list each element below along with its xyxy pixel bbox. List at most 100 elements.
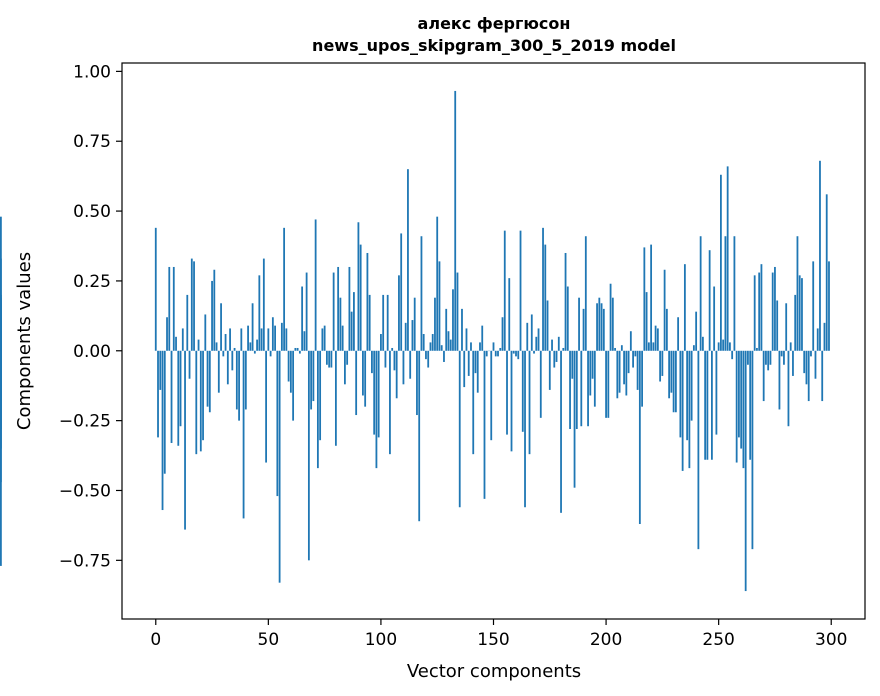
bar-60 [289,350,292,393]
bar-17 [193,261,195,351]
bar-267 [756,347,758,351]
bar-53 [274,325,276,351]
bar-213 [634,350,637,357]
bar-55 [278,350,281,583]
bar-93 [364,350,367,407]
x-tick-label: 50 [258,630,280,650]
bar-269 [760,264,763,351]
y-tick-label: −0.50 [59,481,111,501]
bar-180 [560,350,562,513]
bar-12 [181,328,184,351]
bar-37 [238,350,240,421]
bar-293 [814,350,817,379]
bar-100 [380,334,382,351]
bar-219 [647,342,650,351]
bar-212 [632,350,634,368]
bar-64 [298,350,301,354]
bar-86 [348,266,351,351]
bar-79 [332,272,335,351]
bar-161 [517,350,520,360]
bar-58 [285,328,288,351]
bar-287 [801,278,803,351]
x-tick-label: 200 [590,630,622,650]
bar-170 [537,328,540,351]
bar-274 [771,272,774,351]
bar-204 [614,347,616,351]
bar-171 [539,350,542,418]
bar-186 [573,350,576,488]
bar-187 [575,350,578,430]
bar-85 [346,350,349,365]
bar-8 [172,266,175,351]
bar-106 [393,350,396,371]
bar-147 [485,350,488,357]
bar-223 [656,328,659,351]
bar-47 [260,328,263,351]
bar-23 [206,350,209,407]
bar-138 [465,328,468,351]
bar-157 [508,278,511,351]
bar-50 [267,328,270,351]
bar-52 [271,317,274,351]
bar-42 [249,342,252,351]
bar-216 [641,350,643,407]
bar-95 [368,294,371,351]
bar-87 [350,311,353,351]
bar-112 [407,169,409,351]
bar-19 [197,339,200,351]
bar-46 [258,275,261,351]
bar-183 [566,286,569,351]
plot-area-frame [121,62,866,620]
bar-244 [704,350,707,460]
bar-45 [256,339,258,351]
bar-199 [602,308,605,351]
bar-145 [481,325,484,351]
bar-11 [179,350,182,427]
bar-91 [359,244,362,351]
bar-43 [251,303,254,351]
bar-77 [328,350,331,368]
bar-140 [470,342,472,351]
bar-232 [677,317,680,351]
bar-218 [645,292,648,351]
bar-48 [262,258,265,351]
bar-0 [154,227,157,351]
bar-280 [785,303,788,351]
bar-97 [373,350,376,435]
bar-247 [711,350,713,460]
bar-206 [618,350,621,393]
bar-237 [688,350,691,469]
bar-291 [810,350,812,357]
x-tick-label: 300 [815,630,847,650]
x-axis: 0 50 100 150 200 250 300 [150,619,847,650]
bar-225 [661,350,664,376]
bar-246 [708,250,711,351]
bar-173 [544,244,547,351]
bar-190 [582,308,585,351]
bar-210 [627,350,630,374]
bar-211 [629,331,632,351]
bar-70 [312,350,315,402]
bar-32 [226,350,229,385]
bar-76 [325,350,328,365]
bar-84 [344,350,346,385]
bar-271 [765,350,767,365]
bar-294 [816,328,819,351]
bar-54 [276,350,279,497]
bar-266 [753,275,756,351]
bar-133 [454,90,457,351]
bar-39 [242,350,245,519]
bar-1 [157,350,159,438]
bar-235 [683,264,686,351]
bar-254 [726,166,729,351]
bar-156 [506,350,508,435]
bar-167 [530,314,533,351]
bar-146 [483,350,486,499]
bar-174 [546,300,549,351]
bar-13 [184,350,186,530]
bar-137 [463,350,466,388]
y-tick-label: 1.00 [73,62,111,82]
bar-217 [643,247,646,351]
bar-82 [339,297,342,351]
bar-6 [168,266,171,351]
